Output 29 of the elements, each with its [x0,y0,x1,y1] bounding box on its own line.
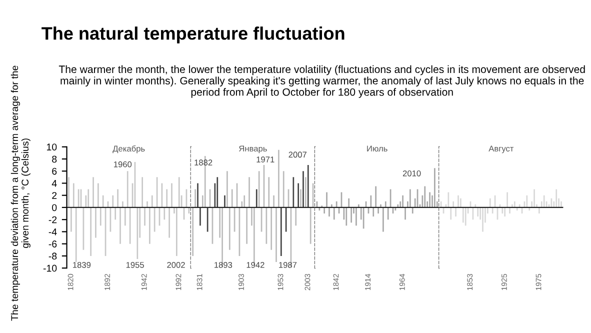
chart-title: Август [488,146,514,154]
annotation: 2007 [288,152,306,158]
y-tick-label: -10 [43,264,57,272]
chart-title: Январь [239,146,267,154]
annotation: 2002 [167,262,185,268]
y-tick-label: 4 [52,180,57,187]
y-axis-title: The temperature deviation from a long-term average for the given month, °C (Celsius) [10,66,30,321]
annotation: 1942 [246,262,264,268]
annotation: 1960 [114,161,132,168]
annotation: 1987 [279,262,297,268]
annotation: 1955 [126,262,144,268]
y-tick-label: 10 [46,144,57,150]
text: The natural temperature fluctuation [42,26,344,44]
y-tick-label: -4 [48,228,57,236]
annotation: 2010 [402,170,421,176]
annotation: 1882 [194,160,212,166]
chart-title: Декабрь [112,145,145,154]
annotation: 1971 [256,156,274,162]
chart-title: Июль [367,146,388,152]
annotation: 1893 [214,262,232,268]
y-tick-label: -8 [48,252,57,260]
text: The warmer the month, the lower the temperature volatility (fluctuations and cycles in its movement are observed mainly in winter months). Generally speaking it's getting warmer, the anomaly of last July knows no equals in the period from April to October for 180 years of observation [58,65,585,98]
annotation: 1839 [73,262,91,268]
y-tick-label: 0 [52,204,57,212]
y-tick-label: 6 [52,168,57,175]
y-tick-label: 8 [52,156,57,163]
y-tick-label: -6 [48,240,57,248]
y-tick-label: -2 [48,216,57,224]
y-tick-label: 2 [52,192,57,199]
